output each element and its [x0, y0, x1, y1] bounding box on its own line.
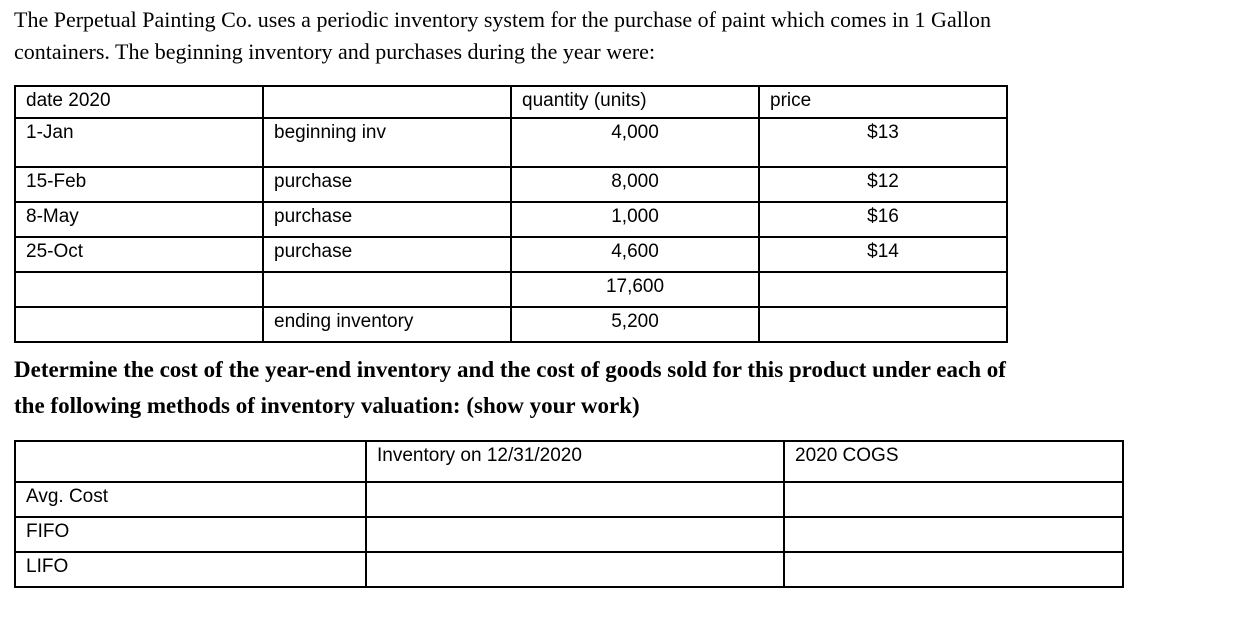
description-cell: beginning inv [262, 117, 512, 168]
intro-paragraph: The Perpetual Painting Co. uses a period… [14, 4, 991, 68]
price-cell [758, 271, 1008, 308]
table-row: 17,600 [14, 271, 1008, 308]
method-cell: LIFO [14, 551, 367, 588]
date-cell: 8-May [14, 201, 264, 238]
header-inventory-date: Inventory on 12/31/2020 [365, 440, 785, 483]
description-cell: purchase [262, 201, 512, 238]
intro-line: The Perpetual Painting Co. uses a period… [14, 7, 991, 32]
question-paragraph: Determine the cost of the year-end inven… [14, 352, 1006, 424]
quantity-cell: 5,200 [510, 306, 760, 343]
table-row: 1-Jan beginning inv 4,000 $13 [14, 117, 1008, 168]
method-cell: FIFO [14, 516, 367, 553]
quantity-cell: 8,000 [510, 166, 760, 203]
table-row: Avg. Cost [14, 481, 1124, 518]
table-row: 25-Oct purchase 4,600 $14 [14, 236, 1008, 273]
valuation-table: Inventory on 12/31/2020 2020 COGS Avg. C… [14, 440, 1124, 588]
inventory-value-cell [365, 516, 785, 553]
description-cell: purchase [262, 236, 512, 273]
table-row: LIFO [14, 551, 1124, 588]
header-quantity: quantity (units) [510, 85, 760, 119]
question-line: the following methods of inventory valua… [14, 393, 640, 418]
method-cell: Avg. Cost [14, 481, 367, 518]
price-cell: $13 [758, 117, 1008, 168]
date-cell: 15-Feb [14, 166, 264, 203]
date-cell: 25-Oct [14, 236, 264, 273]
table-row: ending inventory 5,200 [14, 306, 1008, 343]
description-cell: purchase [262, 166, 512, 203]
description-cell [262, 271, 512, 308]
inventory-table: date 2020 quantity (units) price 1-Jan b… [14, 85, 1008, 343]
price-cell: $16 [758, 201, 1008, 238]
intro-line: containers. The beginning inventory and … [14, 39, 656, 64]
cogs-value-cell [783, 516, 1124, 553]
inventory-value-cell [365, 481, 785, 518]
header-method-empty [14, 440, 367, 483]
table-row: FIFO [14, 516, 1124, 553]
quantity-cell: 1,000 [510, 201, 760, 238]
description-cell: ending inventory [262, 306, 512, 343]
header-cogs: 2020 COGS [783, 440, 1124, 483]
header-empty [262, 85, 512, 119]
cogs-value-cell [783, 481, 1124, 518]
date-cell [14, 271, 264, 308]
price-cell: $14 [758, 236, 1008, 273]
table-row: 8-May purchase 1,000 $16 [14, 201, 1008, 238]
inventory-value-cell [365, 551, 785, 588]
question-line: Determine the cost of the year-end inven… [14, 357, 1006, 382]
quantity-cell: 4,600 [510, 236, 760, 273]
header-price: price [758, 85, 1008, 119]
quantity-total-cell: 17,600 [510, 271, 760, 308]
valuation-table-header-row: Inventory on 12/31/2020 2020 COGS [14, 440, 1124, 483]
cogs-value-cell [783, 551, 1124, 588]
quantity-cell: 4,000 [510, 117, 760, 168]
table-row: 15-Feb purchase 8,000 $12 [14, 166, 1008, 203]
price-cell: $12 [758, 166, 1008, 203]
price-cell [758, 306, 1008, 343]
date-cell [14, 306, 264, 343]
inventory-table-header-row: date 2020 quantity (units) price [14, 85, 1008, 119]
date-cell: 1-Jan [14, 117, 264, 168]
header-date: date 2020 [14, 85, 264, 119]
